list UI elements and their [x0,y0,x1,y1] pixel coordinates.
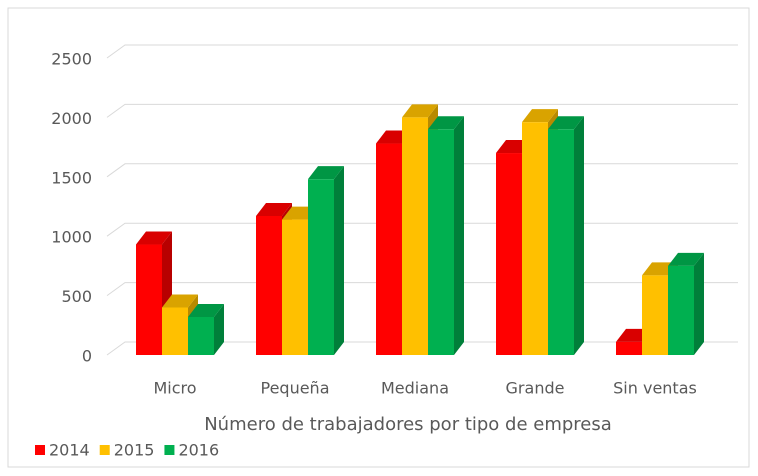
bar-side [334,166,344,355]
y-tick-label: 1500 [51,168,92,187]
bar [668,252,704,355]
bar-top [428,116,464,130]
grid-line [106,44,738,59]
y-tick-label: 500 [61,287,92,306]
bar [548,116,584,355]
bar-front [548,129,574,355]
bar-front [616,341,642,355]
bar-side [214,303,224,355]
legend-swatch [35,445,45,455]
bar-front [376,143,402,355]
legend-label: 2015 [114,441,155,460]
bar-front [496,153,522,355]
bar-top [162,294,198,308]
bar-front [162,307,188,355]
bar-front [282,219,308,355]
x-tick-label: Pequeña [260,379,329,398]
bar [188,303,224,355]
bar-top [256,203,292,217]
x-axis-title: Número de trabajadores por tipo de empre… [204,414,612,435]
y-tick-label: 0 [82,347,92,366]
bar-side [694,252,704,355]
x-tick-label: Mediana [381,379,449,398]
bar-front [428,129,454,355]
x-tick-label: Grande [506,379,565,398]
legend-label: 2016 [178,441,219,460]
bar-top [136,231,172,245]
bar-front [522,122,548,355]
legend-swatch [99,445,110,455]
bar-top [522,109,558,123]
bar-front [402,117,428,356]
bar-side [454,116,464,355]
y-tick-label: 2000 [51,109,92,128]
bar-front [642,275,668,355]
legend-swatch [164,445,175,455]
x-tick-label: Sin ventas [613,379,697,398]
grid-line [106,103,738,118]
y-tick-label: 2500 [51,50,92,69]
bar-top [402,104,438,118]
bar [428,116,464,355]
bar-front [188,316,214,355]
bar-front [136,244,162,355]
bar-front [668,265,694,355]
y-tick-label: 1000 [51,228,92,247]
bar-side [574,116,584,355]
bar [136,231,172,355]
x-tick-label: Micro [153,379,196,398]
bar-front [308,179,334,355]
bar-top [548,116,584,130]
legend-label: 2014 [49,441,90,460]
bar [308,166,344,355]
bar-top [188,303,224,317]
bar-front [256,216,282,355]
bar-top [668,252,704,266]
bar-top [308,166,344,180]
